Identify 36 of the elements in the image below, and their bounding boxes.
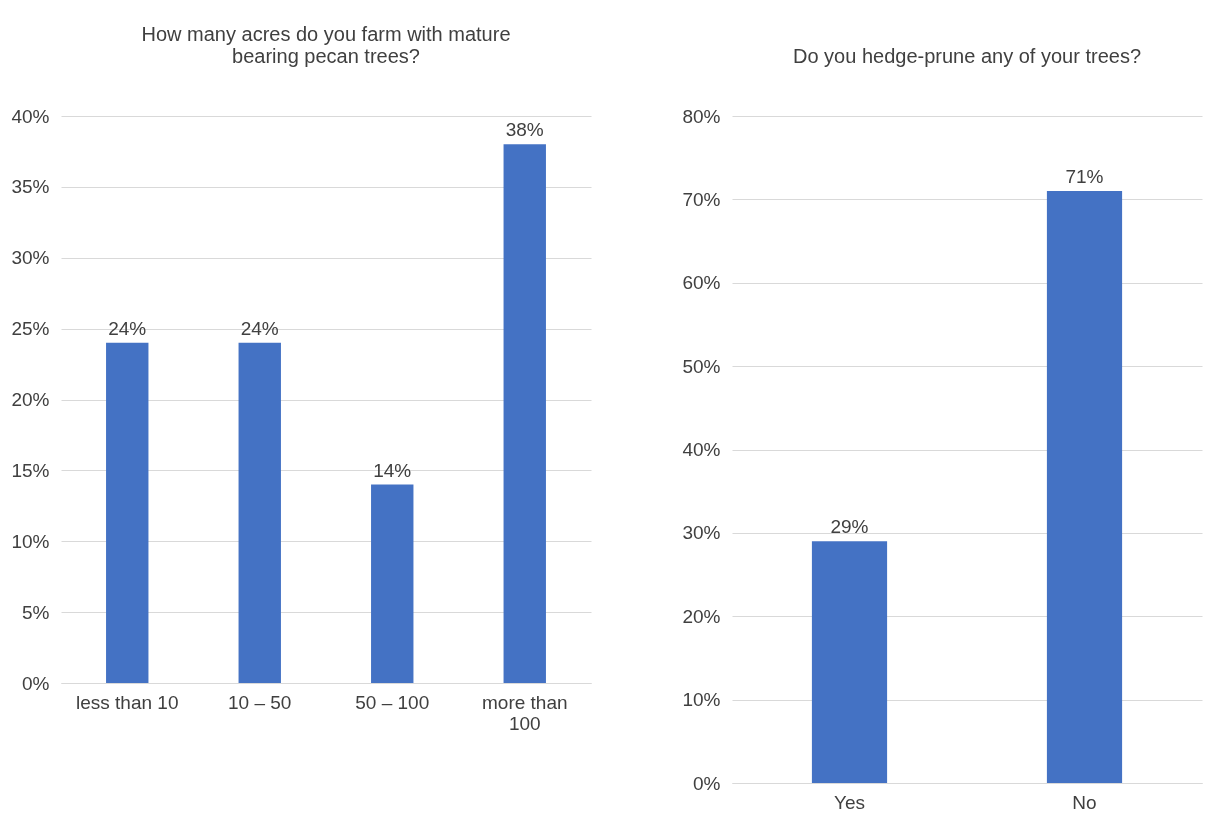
y-tick-label: 40% xyxy=(11,105,50,127)
x-tick-label: more than 100 xyxy=(481,691,568,734)
data-label: 29% xyxy=(830,516,869,538)
y-tick-label: 30% xyxy=(682,522,721,544)
bar xyxy=(106,342,149,683)
bar xyxy=(238,342,281,683)
y-tick-label: 50% xyxy=(682,355,721,377)
y-tick-label: 0% xyxy=(22,672,50,694)
y-tick-label: 20% xyxy=(682,605,721,627)
x-tick-label: 10 – 50 xyxy=(228,691,292,713)
chart-title: How many acres do you farm with mature bearing pecan trees? xyxy=(141,23,511,67)
y-tick-label: 5% xyxy=(22,601,50,623)
y-tick-label: 15% xyxy=(11,459,50,481)
bar xyxy=(371,484,414,683)
y-tick-label: 25% xyxy=(11,318,50,340)
data-label: 38% xyxy=(505,119,544,141)
y-tick-label: 60% xyxy=(682,272,721,294)
y-tick-label: 30% xyxy=(11,247,50,269)
x-tick-label: Yes xyxy=(834,791,865,813)
data-label: 14% xyxy=(373,459,412,481)
x-tick-label: less than 10 xyxy=(76,691,179,713)
x-tick-label: 50 – 100 xyxy=(355,691,430,713)
y-tick-label: 0% xyxy=(693,772,721,794)
y-tick-label: 35% xyxy=(11,176,50,198)
y-tick-label: 40% xyxy=(682,439,721,460)
y-tick-label: 20% xyxy=(11,389,50,410)
data-label: 24% xyxy=(108,317,147,339)
chart-title: Do you hedge-prune any of your trees? xyxy=(793,45,1141,67)
bar xyxy=(503,144,546,683)
y-tick-label: 70% xyxy=(682,188,721,210)
y-tick-label: 10% xyxy=(11,530,50,552)
x-tick-label: No xyxy=(1072,791,1097,813)
data-label: 24% xyxy=(240,317,279,339)
data-label: 71% xyxy=(1065,166,1104,188)
y-tick-label: 10% xyxy=(682,689,721,711)
y-tick-label: 80% xyxy=(682,105,721,127)
